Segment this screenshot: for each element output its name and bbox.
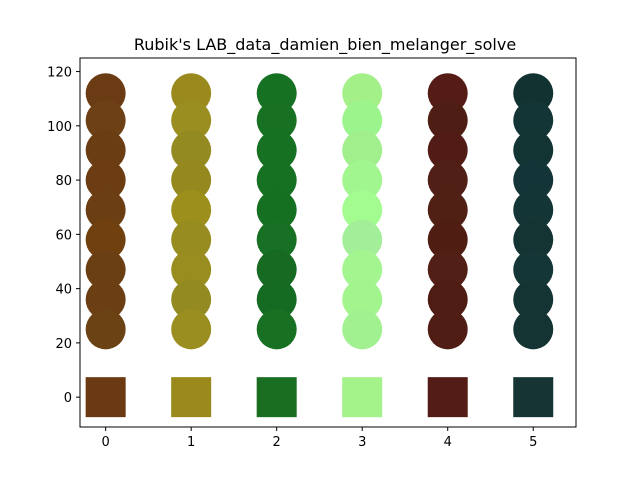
circle-marker-0-4 bbox=[85, 189, 126, 230]
circle-marker-4-1 bbox=[427, 100, 468, 141]
circle-marker-1-3 bbox=[171, 160, 212, 201]
circle-marker-0-2 bbox=[85, 130, 126, 171]
circle-marker-0-8 bbox=[85, 309, 126, 350]
x-tick-label-1: 1 bbox=[187, 435, 195, 450]
circle-marker-4-5 bbox=[427, 219, 468, 260]
y-tick-label-3: 60 bbox=[55, 228, 72, 243]
plot-frame bbox=[79, 57, 577, 428]
circle-marker-5-6 bbox=[513, 249, 554, 290]
circle-marker-4-3 bbox=[427, 160, 468, 201]
circle-marker-2-6 bbox=[256, 249, 297, 290]
circle-marker-4-6 bbox=[427, 249, 468, 290]
circle-marker-5-4 bbox=[513, 189, 554, 230]
axes: 0 1 2 3 4 5 0 20 40 60 80 100 120 bbox=[47, 57, 577, 450]
x-tick-label-2: 2 bbox=[273, 435, 281, 450]
y-tick-label-1: 20 bbox=[55, 337, 72, 352]
circle-marker-1-1 bbox=[171, 100, 212, 141]
square-marker-1 bbox=[171, 377, 212, 418]
circle-marker-4-4 bbox=[427, 189, 468, 230]
circle-marker-3-4 bbox=[342, 189, 383, 230]
x-tick-label-4: 4 bbox=[444, 435, 452, 450]
square-marker-4 bbox=[427, 377, 468, 418]
y-tick-label-4: 80 bbox=[55, 174, 72, 189]
square-marker-0 bbox=[85, 377, 126, 418]
circle-marker-5-1 bbox=[513, 100, 554, 141]
y-tick-label-6: 120 bbox=[47, 66, 72, 81]
circle-marker-4-8 bbox=[427, 309, 468, 350]
x-tick-label-5: 5 bbox=[529, 435, 537, 450]
square-marker-3 bbox=[342, 377, 383, 418]
circle-marker-0-6 bbox=[85, 249, 126, 290]
y-tick-label-0: 0 bbox=[64, 391, 72, 406]
circle-marker-3-7 bbox=[342, 279, 383, 320]
circle-marker-5-5 bbox=[513, 219, 554, 260]
circle-marker-1-8 bbox=[171, 309, 212, 350]
circle-marker-5-8 bbox=[513, 309, 554, 350]
circle-marker-3-3 bbox=[342, 160, 383, 201]
circle-marker-2-7 bbox=[256, 279, 297, 320]
circle-marker-0-3 bbox=[85, 160, 126, 201]
circle-marker-0-1 bbox=[85, 100, 126, 141]
circle-marker-0-7 bbox=[85, 279, 126, 320]
circle-marker-4-7 bbox=[427, 279, 468, 320]
square-marker-2 bbox=[256, 377, 297, 418]
circle-marker-1-2 bbox=[171, 130, 212, 171]
circle-marker-1-5 bbox=[171, 219, 212, 260]
circle-marker-5-7 bbox=[513, 279, 554, 320]
x-tick-label-0: 0 bbox=[102, 435, 110, 450]
y-tick-label-2: 40 bbox=[55, 283, 72, 298]
circle-marker-2-8 bbox=[256, 309, 297, 350]
circle-marker-1-4 bbox=[171, 189, 212, 230]
circle-marker-3-2 bbox=[342, 130, 383, 171]
square-marker-5 bbox=[513, 377, 554, 418]
circle-marker-3-8 bbox=[342, 309, 383, 350]
circle-marker-3-6 bbox=[342, 249, 383, 290]
plot-marks bbox=[85, 73, 554, 418]
circle-marker-3-5 bbox=[342, 219, 383, 260]
x-tick-label-3: 3 bbox=[358, 435, 366, 450]
circle-marker-2-3 bbox=[256, 160, 297, 201]
circle-marker-1-6 bbox=[171, 249, 212, 290]
circle-marker-2-2 bbox=[256, 130, 297, 171]
y-tick-label-5: 100 bbox=[47, 120, 72, 135]
circle-marker-0-5 bbox=[85, 219, 126, 260]
circle-marker-1-7 bbox=[171, 279, 212, 320]
circle-marker-2-1 bbox=[256, 100, 297, 141]
circle-marker-5-2 bbox=[513, 130, 554, 171]
circle-marker-5-3 bbox=[513, 160, 554, 201]
circle-marker-3-1 bbox=[342, 100, 383, 141]
circle-marker-2-4 bbox=[256, 189, 297, 230]
circle-marker-4-2 bbox=[427, 130, 468, 171]
chart-title: Rubik's LAB_data_damien_bien_melanger_so… bbox=[134, 35, 516, 55]
circle-marker-2-5 bbox=[256, 219, 297, 260]
